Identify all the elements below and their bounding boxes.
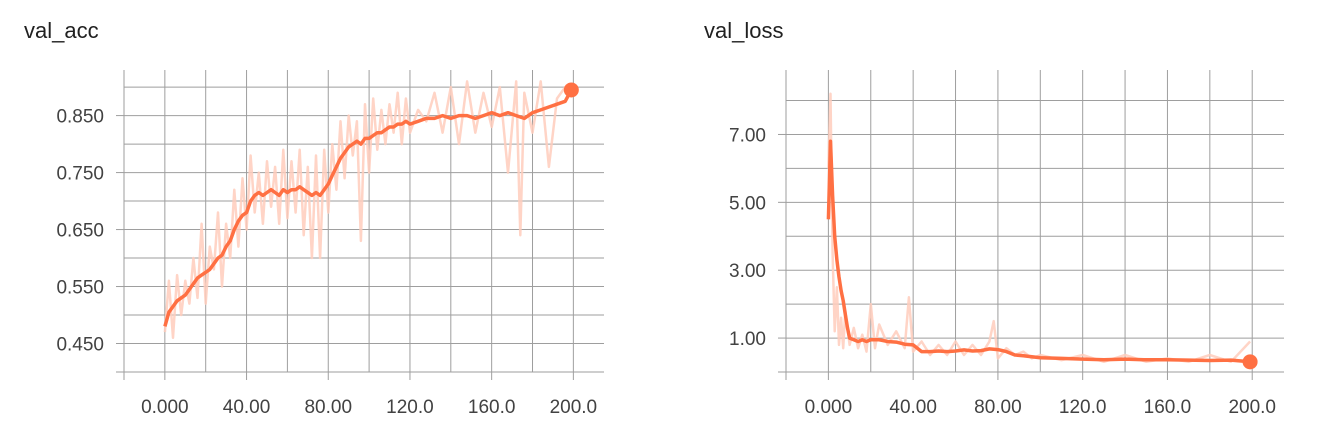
val-acc-chart-card: val_acc 0.000 40.00 80.00 120.0 160.0 200.0 0.…: [0, 0, 640, 428]
x-tick-label: 80.00: [974, 397, 1022, 418]
x-tick-label: 200.0: [1228, 397, 1276, 418]
grid: [785, 70, 1284, 373]
chart-title: val_loss: [704, 18, 784, 43]
y-tick-label: 7.00: [729, 125, 766, 146]
x-tick-label: 160.0: [1144, 397, 1192, 418]
y-tick-label: 1.00: [729, 329, 766, 350]
last-point-marker: [1242, 354, 1258, 370]
x-tick-label: 120.0: [1059, 397, 1107, 418]
y-tick-label: 0.850: [56, 107, 104, 128]
x-tick-label: 0.000: [805, 397, 853, 418]
x-tick-label: 0.000: [141, 397, 189, 418]
x-tick-label: 200.0: [550, 397, 598, 418]
y-tick-label: 0.750: [56, 164, 104, 185]
smoothed-series-line: [826, 139, 1251, 364]
raw-series-line: [163, 80, 572, 340]
y-tick-label: 3.00: [729, 261, 766, 282]
x-tick-label: 40.00: [889, 397, 937, 418]
smoothed-series-line: [163, 89, 573, 327]
y-tick-label: 5.00: [729, 193, 766, 214]
last-point-marker: [563, 82, 579, 98]
val-loss-chart-card: val_loss 0.000 40.00 80.00 120.0 160.0 200.0 1…: [680, 0, 1320, 428]
y-tick-label: 0.650: [56, 221, 104, 242]
y-tick-label: 0.450: [56, 335, 104, 356]
val-loss-plot: 0.000 40.00 80.00 120.0 160.0 200.0 1.00 3.00 5.…: [729, 70, 1284, 418]
x-tick-label: 40.00: [223, 397, 271, 418]
chart-title: val_acc: [24, 18, 99, 43]
x-tick-label: 120.0: [386, 397, 434, 418]
val-acc-plot: 0.000 40.00 80.00 120.0 160.0 200.0 0.450 0.550…: [56, 70, 604, 418]
x-tick-label: 80.00: [304, 397, 352, 418]
y-tick-label: 0.550: [56, 278, 104, 299]
x-tick-label: 160.0: [468, 397, 516, 418]
